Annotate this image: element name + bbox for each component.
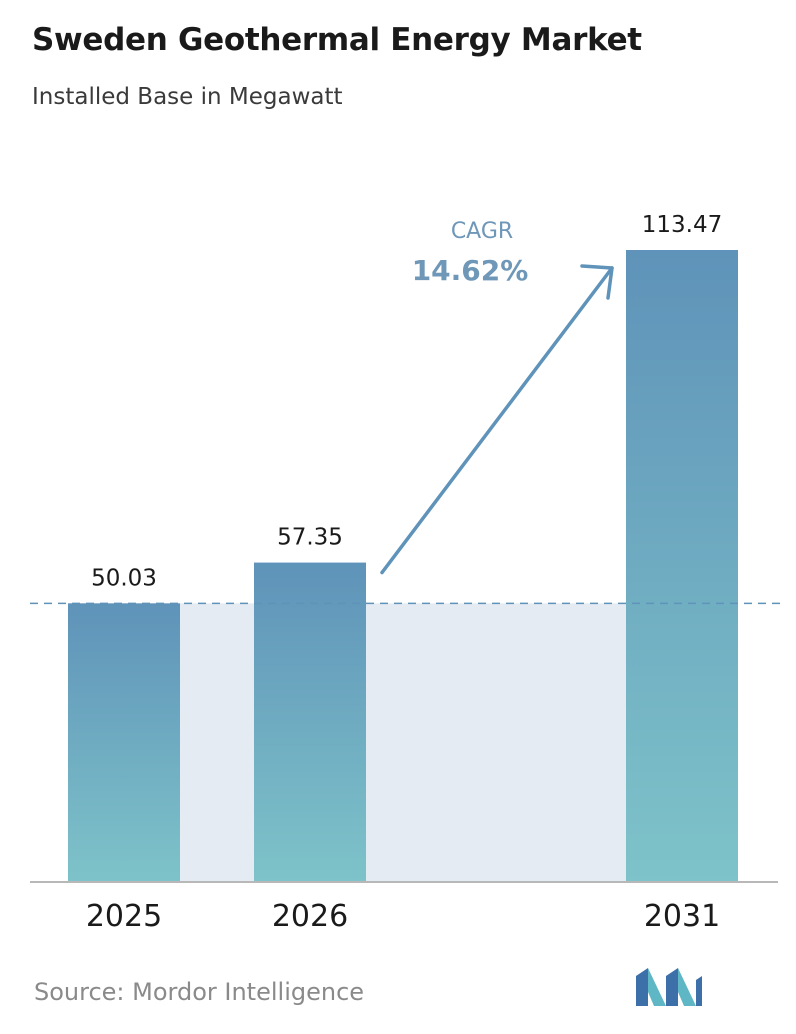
bar-2025: [68, 603, 180, 882]
cagr-value: 14.62%: [412, 254, 529, 287]
cagr-arrow: [380, 266, 614, 575]
data-label-2031: 113.47: [642, 212, 722, 238]
x-tick-label-2026: 2026: [272, 899, 348, 934]
source-text: Source: Mordor Intelligence: [34, 978, 365, 1006]
bar-2026: [254, 562, 366, 882]
bar-chart: 50.03 2025 57.35 2026 113.47 2031 CAGR 14.62%: [30, 212, 782, 934]
chart-title: Sweden Geothermal Energy Market: [32, 22, 642, 58]
bar-2031: [626, 250, 738, 882]
cagr-label: CAGR: [451, 219, 513, 244]
x-tick-label-2025: 2025: [86, 899, 162, 934]
data-label-2025: 50.03: [91, 565, 157, 591]
chart-subtitle: Installed Base in Megawatt: [32, 84, 343, 110]
cagr-arrowhead-icon: [580, 264, 614, 300]
data-label-2026: 57.35: [277, 525, 343, 551]
mordor-intelligence-logo-icon: [636, 968, 702, 1006]
x-tick-label-2031: 2031: [644, 899, 720, 934]
